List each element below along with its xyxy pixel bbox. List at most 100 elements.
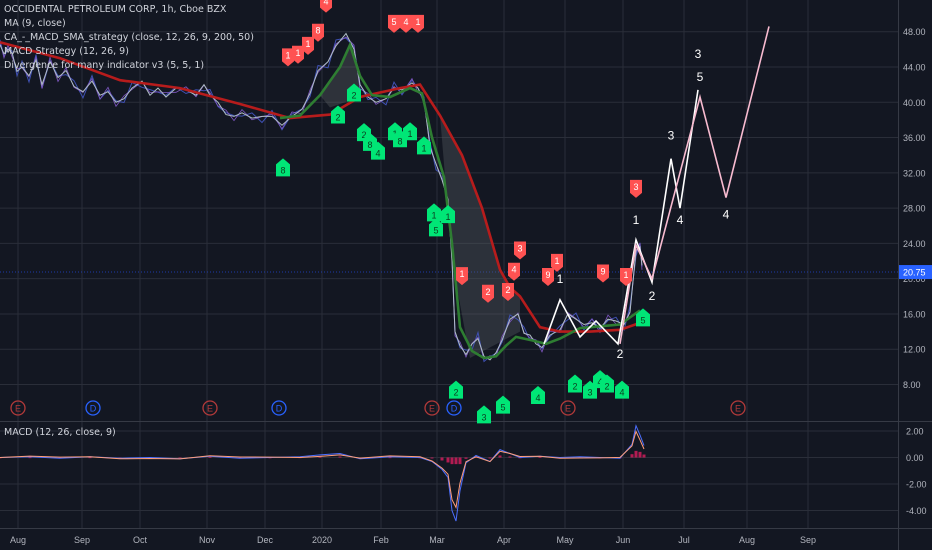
sell-signal[interactable]: 1 (620, 268, 632, 287)
sell-signal[interactable]: 9 (597, 264, 609, 283)
buy-signal[interactable]: 2 (568, 374, 582, 393)
buy-signal[interactable]: 4 (615, 380, 629, 399)
elliott-wave-alt-path[interactable] (619, 26, 770, 345)
sell-signal-arrow (388, 14, 400, 33)
sell-signal[interactable]: 1 (412, 14, 424, 33)
event-circle (202, 400, 218, 416)
buy-signal[interactable]: 4 (371, 141, 385, 160)
buy-signal-arrow (417, 136, 431, 155)
sell-signal[interactable]: 1 (456, 267, 468, 286)
sell-signal[interactable]: 2 (502, 283, 514, 302)
sell-signal-arrow (302, 36, 314, 55)
buy-signal[interactable]: 5 (496, 395, 510, 414)
sell-signal-label: 3 (633, 182, 638, 192)
sell-signal[interactable]: 2 (482, 284, 494, 303)
sell-signal[interactable]: 4 (400, 14, 412, 33)
earnings-marker[interactable]: E (202, 400, 218, 416)
wave-count-label: 4 (723, 208, 730, 222)
earnings-marker[interactable]: E (424, 400, 440, 416)
buy-signal[interactable]: 1 (427, 203, 441, 222)
macd-legend[interactable]: MACD (12, 26, close, 9) (4, 427, 116, 438)
buy-signal[interactable]: 2 (600, 374, 614, 393)
macd-signal-line[interactable] (0, 430, 645, 509)
indicator-macd-strategy[interactable]: MACD Strategy (12, 26, 9) (4, 46, 129, 57)
sell-signal-arrow (312, 23, 324, 42)
buy-signal-arrow (600, 374, 614, 393)
price-axis-tick: 52.00 (903, 0, 926, 2)
dividend-marker[interactable]: D (85, 400, 101, 416)
buy-signal[interactable]: 5 (636, 308, 650, 327)
sell-signal-label: 1 (305, 39, 310, 49)
buy-signal[interactable]: 5 (429, 218, 443, 237)
sell-signal[interactable]: 1 (302, 36, 314, 55)
price-line[interactable] (0, 32, 643, 361)
sell-signal-arrow (542, 268, 554, 287)
elliott-wave-path[interactable] (543, 89, 699, 346)
sell-signal-arrow (551, 253, 563, 272)
buy-signal-arrow (276, 158, 290, 177)
sell-signal-label: 4 (403, 17, 408, 27)
sell-signal-arrow (282, 48, 294, 67)
wave-count-label: 1 (633, 213, 640, 227)
earnings-marker[interactable]: E (560, 400, 576, 416)
buy-signal-label: 1 (431, 210, 436, 220)
macd-histogram-bar (318, 456, 322, 458)
time-axis-label: Aug (739, 535, 755, 545)
sell-signal[interactable]: 1 (551, 253, 563, 272)
sell-signal[interactable]: 3 (630, 179, 642, 198)
indicator-ma[interactable]: MA (9, close) (4, 18, 66, 29)
wave-count-label: 2 (617, 347, 624, 361)
sell-signal[interactable]: 1 (282, 48, 294, 67)
buy-signal[interactable]: 2 (331, 105, 345, 124)
macd-histogram-bar (440, 457, 444, 461)
dividend-marker[interactable]: D (271, 400, 287, 416)
buy-signal[interactable]: 1 (441, 205, 455, 224)
buy-signal[interactable]: 1 (403, 122, 417, 141)
macd-histogram-bar (388, 457, 392, 459)
buy-signal-label: 3 (587, 388, 592, 398)
sell-signal[interactable]: 5 (388, 14, 400, 33)
buy-signal-label: 4 (619, 388, 624, 398)
buy-signal[interactable]: 4 (531, 385, 545, 404)
sell-signal-label: 4 (511, 265, 516, 275)
ma-200-line[interactable] (0, 41, 641, 333)
indicator-divergence[interactable]: Divergence for many indicator v3 (5, 5, … (4, 60, 205, 71)
time-axis-label: May (556, 535, 574, 545)
chart-legend: OCCIDENTAL PETROLEUM CORP, 1h, Cboe BZX … (4, 3, 254, 73)
sell-signal[interactable]: 1 (292, 45, 304, 64)
sell-signal-label: 1 (415, 17, 420, 27)
macd-histogram-bar (630, 454, 634, 458)
buy-signal[interactable]: 3 (477, 405, 491, 424)
wave-count-label: 3 (695, 47, 702, 61)
earnings-marker[interactable]: E (10, 400, 26, 416)
buy-signal-label: 5 (640, 315, 645, 325)
buy-signal-arrow (441, 205, 455, 224)
buy-signal[interactable]: 2 (347, 83, 361, 102)
buy-signal-label: 2 (361, 130, 366, 140)
buy-signal-arrow (429, 218, 443, 237)
sell-signal[interactable]: 9 (542, 268, 554, 287)
sell-signal-arrow (292, 45, 304, 64)
event-circle (730, 400, 746, 416)
sell-signal[interactable]: 4 (320, 0, 332, 13)
buy-signal[interactable]: 8 (276, 158, 290, 177)
buy-signal[interactable]: 2 (449, 380, 463, 399)
price-axis-tick: 16.00 (903, 309, 926, 319)
dividend-marker[interactable]: D (446, 400, 462, 416)
buy-signal-label: 4 (375, 149, 380, 159)
macd-histogram-bar (474, 457, 478, 458)
ma-50-line[interactable] (279, 41, 641, 360)
sell-signal[interactable]: 3 (514, 241, 526, 260)
wave-count-label: 3 (668, 128, 675, 142)
buy-signal[interactable]: 1 (417, 136, 431, 155)
buy-signal-arrow (403, 122, 417, 141)
macd-axis-tick: 2.00 (906, 427, 924, 437)
earnings-marker[interactable]: E (730, 400, 746, 416)
symbol-title[interactable]: OCCIDENTAL PETROLEUM CORP, 1h, Cboe BZX (4, 4, 227, 15)
sell-signal[interactable]: 4 (508, 262, 520, 281)
indicator-ca-macd-sma[interactable]: CA_-_MACD_SMA_strategy (close, 12, 26, 9… (4, 32, 254, 43)
sell-signal[interactable]: 8 (312, 23, 324, 42)
time-axis-label: Nov (199, 535, 216, 545)
